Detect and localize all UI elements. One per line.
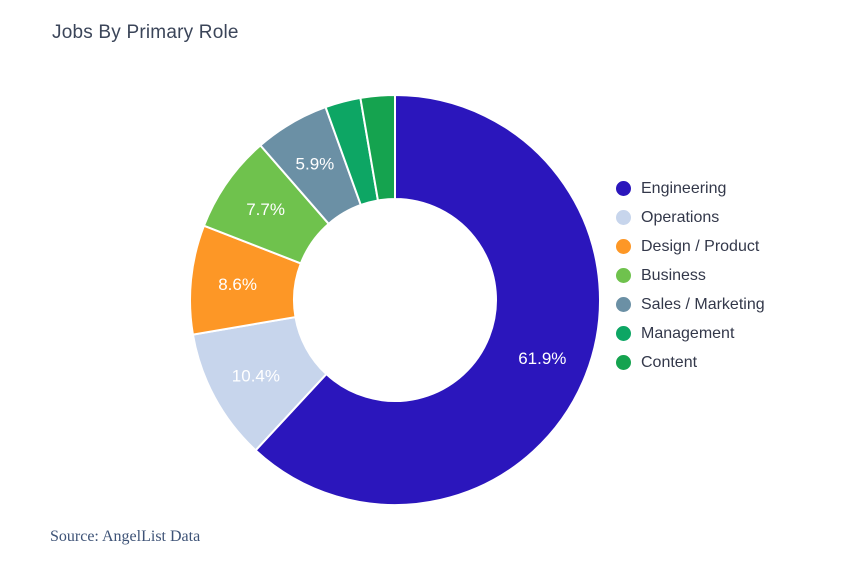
legend-item-3: Business: [616, 261, 765, 290]
legend-dot: [616, 355, 631, 370]
legend-dot: [616, 239, 631, 254]
legend-dot: [616, 297, 631, 312]
slice-percent-label: 8.6%: [218, 275, 257, 294]
legend-label: Design / Product: [641, 237, 760, 255]
chart-legend: Engineering Operations Design / Product Bus…: [616, 174, 765, 377]
legend-label: Business: [641, 266, 706, 284]
legend-item-0: Engineering: [616, 174, 765, 203]
donut-chart: 61.9% 10.4% 8.6% 7.7% 5.9%: [189, 93, 601, 506]
pie-slice-6: [359, 93, 396, 202]
source-note: Source: AngelList Data: [50, 528, 201, 545]
legend-item-1: Operations: [616, 203, 765, 232]
legend-label: Engineering: [641, 179, 727, 197]
legend-label: Management: [641, 324, 735, 342]
legend-label: Operations: [641, 208, 720, 226]
slice-percent-label: 5.9%: [296, 155, 335, 174]
legend-item-2: Design / Product: [616, 232, 765, 261]
slice-percent-label: 10.4%: [232, 366, 280, 385]
legend-dot: [616, 210, 631, 225]
slice-percent-label: 7.7%: [246, 200, 285, 219]
legend-item-4: Sales / Marketing: [616, 290, 765, 319]
legend-label: Sales / Marketing: [641, 295, 765, 313]
legend-dot: [616, 326, 631, 341]
page-title: Jobs By Primary Role: [52, 22, 239, 43]
legend-item-6: Content: [616, 348, 765, 377]
legend-item-5: Management: [616, 319, 765, 348]
slice-percent-label: 61.9%: [518, 349, 566, 368]
legend-label: Content: [641, 353, 698, 371]
legend-dot: [616, 181, 631, 196]
pie-slice-0: [254, 93, 601, 506]
legend-dot: [616, 268, 631, 283]
